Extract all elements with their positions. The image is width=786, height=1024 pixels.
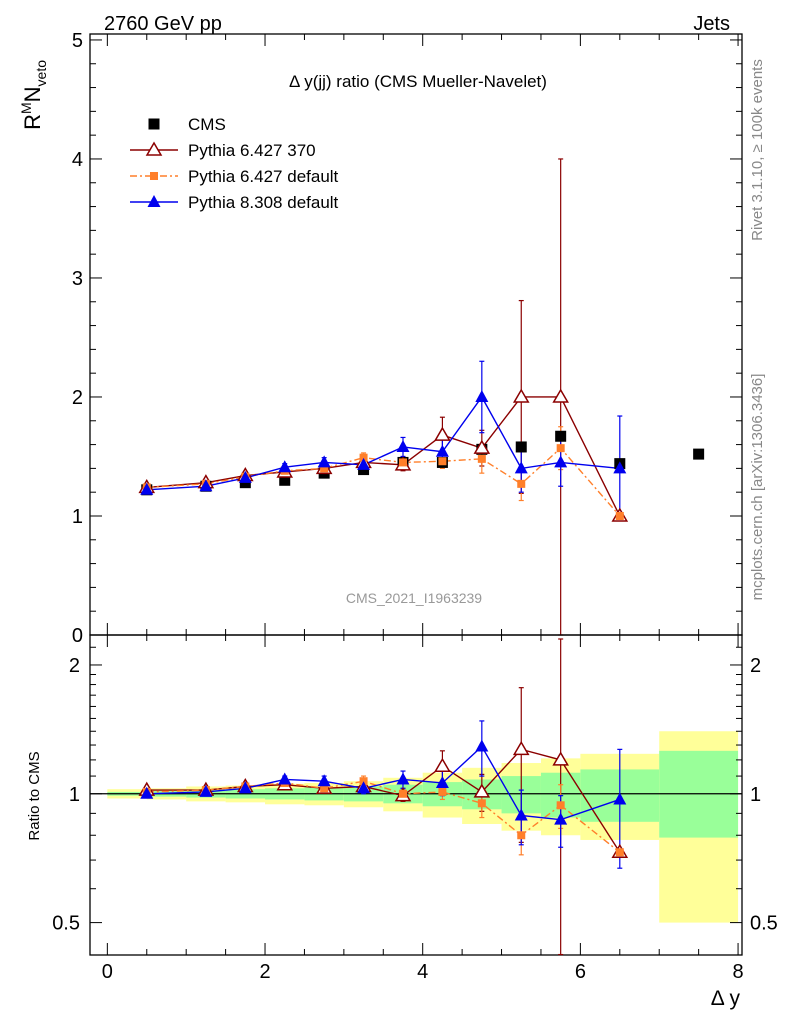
ratio-point-pythia-8-308-default <box>278 772 292 785</box>
main-point-pythia-8-308-default <box>396 439 410 452</box>
ratio-point-pythia-6-427-370 <box>512 740 530 756</box>
main-point-pythia-8-308-default <box>140 482 154 495</box>
main-panel: 0 1 2 3 4 5 <box>72 30 743 647</box>
header-left: 2760 GeV pp <box>104 13 222 35</box>
main-point-pythia-8-308-default <box>317 455 331 468</box>
ratio-point-pythia-6-427-default <box>477 799 486 808</box>
ratio-series-line-pythia-8-308-default <box>146 745 621 821</box>
ratio-point-pythia-6-427-370 <box>434 757 451 772</box>
main-y-tick-label: 4 <box>72 149 83 171</box>
ratio-point-pythia-6-427-default <box>359 777 368 786</box>
x-tick-label: 2 <box>259 961 270 983</box>
main-point-cms <box>515 441 527 453</box>
main-point-pythia-8-308-default <box>199 479 213 492</box>
x-tick-label: 0 <box>102 961 113 983</box>
ratio-point-pythia-6-427-default <box>438 787 447 796</box>
ratio-point-pythia-8-308-default <box>435 775 449 788</box>
side-label-mcplots: mcplots.cern.ch [arXiv:1306.3436] <box>749 374 766 601</box>
x-tick-label: 8 <box>732 961 743 983</box>
main-point-pythia-6-427-default <box>556 444 565 453</box>
legend-marker-pythia-6-427-370 <box>145 141 163 156</box>
legend-marker-cms <box>148 118 160 130</box>
main-point-pythia-6-427-default <box>320 464 329 473</box>
main-point-pythia-6-427-default <box>517 479 526 488</box>
x-axis-label: Δ y <box>711 987 741 1010</box>
main-point-pythia-8-308-default <box>613 461 627 474</box>
ratio-point-pythia-8-308-default <box>357 781 371 794</box>
legend-label-cms: CMS <box>188 115 226 134</box>
legend: CMS Pythia 6.427 370 Pythia 6.427 default P… <box>130 115 339 212</box>
main-point-pythia-6-427-default <box>359 453 368 462</box>
main-point-pythia-8-308-default <box>357 457 371 470</box>
x-tick-label: 6 <box>575 961 586 983</box>
ratio-point-pythia-6-427-370 <box>473 783 491 798</box>
ratio-point-pythia-8-308-default <box>613 792 627 805</box>
svg-text:RMNveto: RMNveto <box>18 60 49 130</box>
ratio-point-pythia-8-308-default <box>140 786 154 799</box>
ratio-y-tick-label-right: 0.5 <box>750 913 778 935</box>
ratio-point-pythia-8-308-default <box>514 808 528 821</box>
main-point-pythia-8-308-default <box>554 455 568 468</box>
ratio-panel: 0 2 4 6 8 0.5 0.5 1 1 2 2 <box>52 34 778 983</box>
legend-label-pythia-8-308-default: Pythia 8.308 default <box>188 193 339 212</box>
main-y-tick-label: 1 <box>72 506 83 528</box>
main-point-cms <box>279 474 291 486</box>
main-point-pythia-6-427-default <box>615 511 624 520</box>
ratio-point-pythia-8-308-default <box>317 774 331 787</box>
main-point-pythia-6-427-370 <box>434 426 451 441</box>
main-point-pythia-6-427-370 <box>512 388 530 403</box>
ratio-y-tick-label: 2 <box>69 655 80 677</box>
header-right: Jets <box>693 13 730 35</box>
main-y-axis-label: RMNveto <box>18 60 49 130</box>
main-y-tick-label: 5 <box>72 30 83 52</box>
ratio-point-pythia-8-308-default <box>199 784 213 797</box>
ratio-point-pythia-6-427-default <box>615 848 624 857</box>
main-point-cms <box>693 448 705 460</box>
main-point-pythia-8-308-default <box>278 460 292 473</box>
ratio-y-tick-label-right: 1 <box>750 784 761 806</box>
ratio-point-pythia-6-427-370 <box>552 751 569 766</box>
ratio-frame <box>89 634 743 956</box>
main-point-pythia-6-427-default <box>438 457 447 466</box>
main-y-tick-label: 2 <box>72 387 83 409</box>
main-point-pythia-8-308-default <box>475 389 489 402</box>
main-point-pythia-6-427-370 <box>473 439 491 454</box>
ratio-point-pythia-6-427-default <box>320 784 329 793</box>
main-series-line-pythia-8-308-default <box>146 395 620 491</box>
ratio-point-pythia-8-308-default <box>475 739 489 752</box>
main-point-pythia-8-308-default <box>435 444 449 457</box>
ratio-point-pythia-6-427-default <box>517 831 526 840</box>
main-point-pythia-6-427-default <box>398 458 407 467</box>
legend-label-pythia-6-427-default: Pythia 6.427 default <box>188 167 339 186</box>
watermark: CMS_2021_I1963239 <box>346 590 482 606</box>
main-point-pythia-8-308-default <box>514 461 528 474</box>
x-tick-label: 4 <box>417 961 428 983</box>
main-y-tick-label: 0 <box>72 625 83 647</box>
main-series-line-pythia-6-427-default <box>146 447 621 517</box>
legend-label-pythia-6-427-370: Pythia 6.427 370 <box>188 141 316 160</box>
ratio-y-tick-label: 1 <box>69 784 80 806</box>
ratio-series-line-pythia-6-427-default <box>146 780 621 853</box>
legend-marker-pythia-6-427-default <box>150 172 158 180</box>
ratio-point-pythia-6-427-default <box>398 789 407 798</box>
ratio-point-pythia-8-308-default <box>554 812 568 825</box>
legend-marker-pythia-8-308-default <box>147 195 161 207</box>
main-title: Δ y(jj) ratio (CMS Mueller-Navelet) <box>289 72 547 91</box>
side-label-rivet: Rivet 3.1.10, ≥ 100k events <box>749 59 766 241</box>
ratio-point-pythia-8-308-default <box>396 772 410 785</box>
main-y-tick-label: 3 <box>72 268 83 290</box>
ratio-y-axis-label: Ratio to CMS <box>26 751 43 840</box>
main-point-pythia-6-427-370 <box>552 388 569 403</box>
ratio-point-pythia-6-427-default <box>556 801 565 810</box>
main-point-cms <box>555 430 567 442</box>
ratio-y-tick-label: 0.5 <box>52 913 80 935</box>
main-point-pythia-8-308-default <box>238 470 252 483</box>
main-point-pythia-6-427-default <box>477 454 486 463</box>
ratio-y-tick-label-right: 2 <box>750 655 761 677</box>
ratio-point-pythia-8-308-default <box>238 781 252 794</box>
main-series-line-pythia-6-427-370 <box>146 396 621 517</box>
